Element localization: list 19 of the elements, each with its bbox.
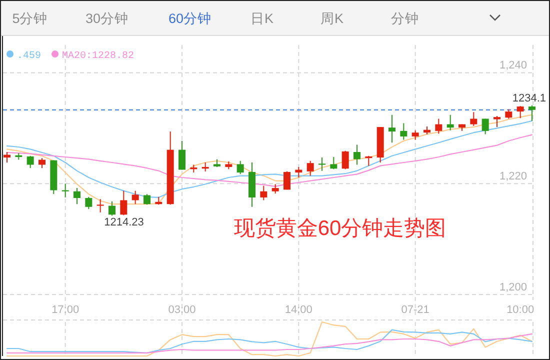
legend-label: .459 [17,51,42,62]
text: 分钟 [391,11,419,26]
x-tick-label: 14:00 [284,304,312,316]
x-tick-label: 17:00 [52,304,80,316]
x-tick-label: 10:00 [506,304,534,316]
text: 现货黄金60分钟走势图 [234,217,446,240]
y-tick-label: 1,200 [499,281,527,294]
legend-label: MA20:1228.82 [62,51,134,62]
annotation: 1234.1 [512,92,546,104]
text: 60分钟 [168,11,212,26]
text: 30分钟 [85,11,129,26]
annotation: 1214.23 [104,216,144,229]
text: 周K [320,11,344,26]
x-tick-label: 07-21 [401,304,430,316]
y-tick-label: 1,240 [499,60,527,72]
y-tick-label: 1,220 [499,170,527,183]
text: 5分钟 [12,11,48,26]
x-tick-label: 03:00 [168,304,196,316]
text: 日K [250,11,274,26]
